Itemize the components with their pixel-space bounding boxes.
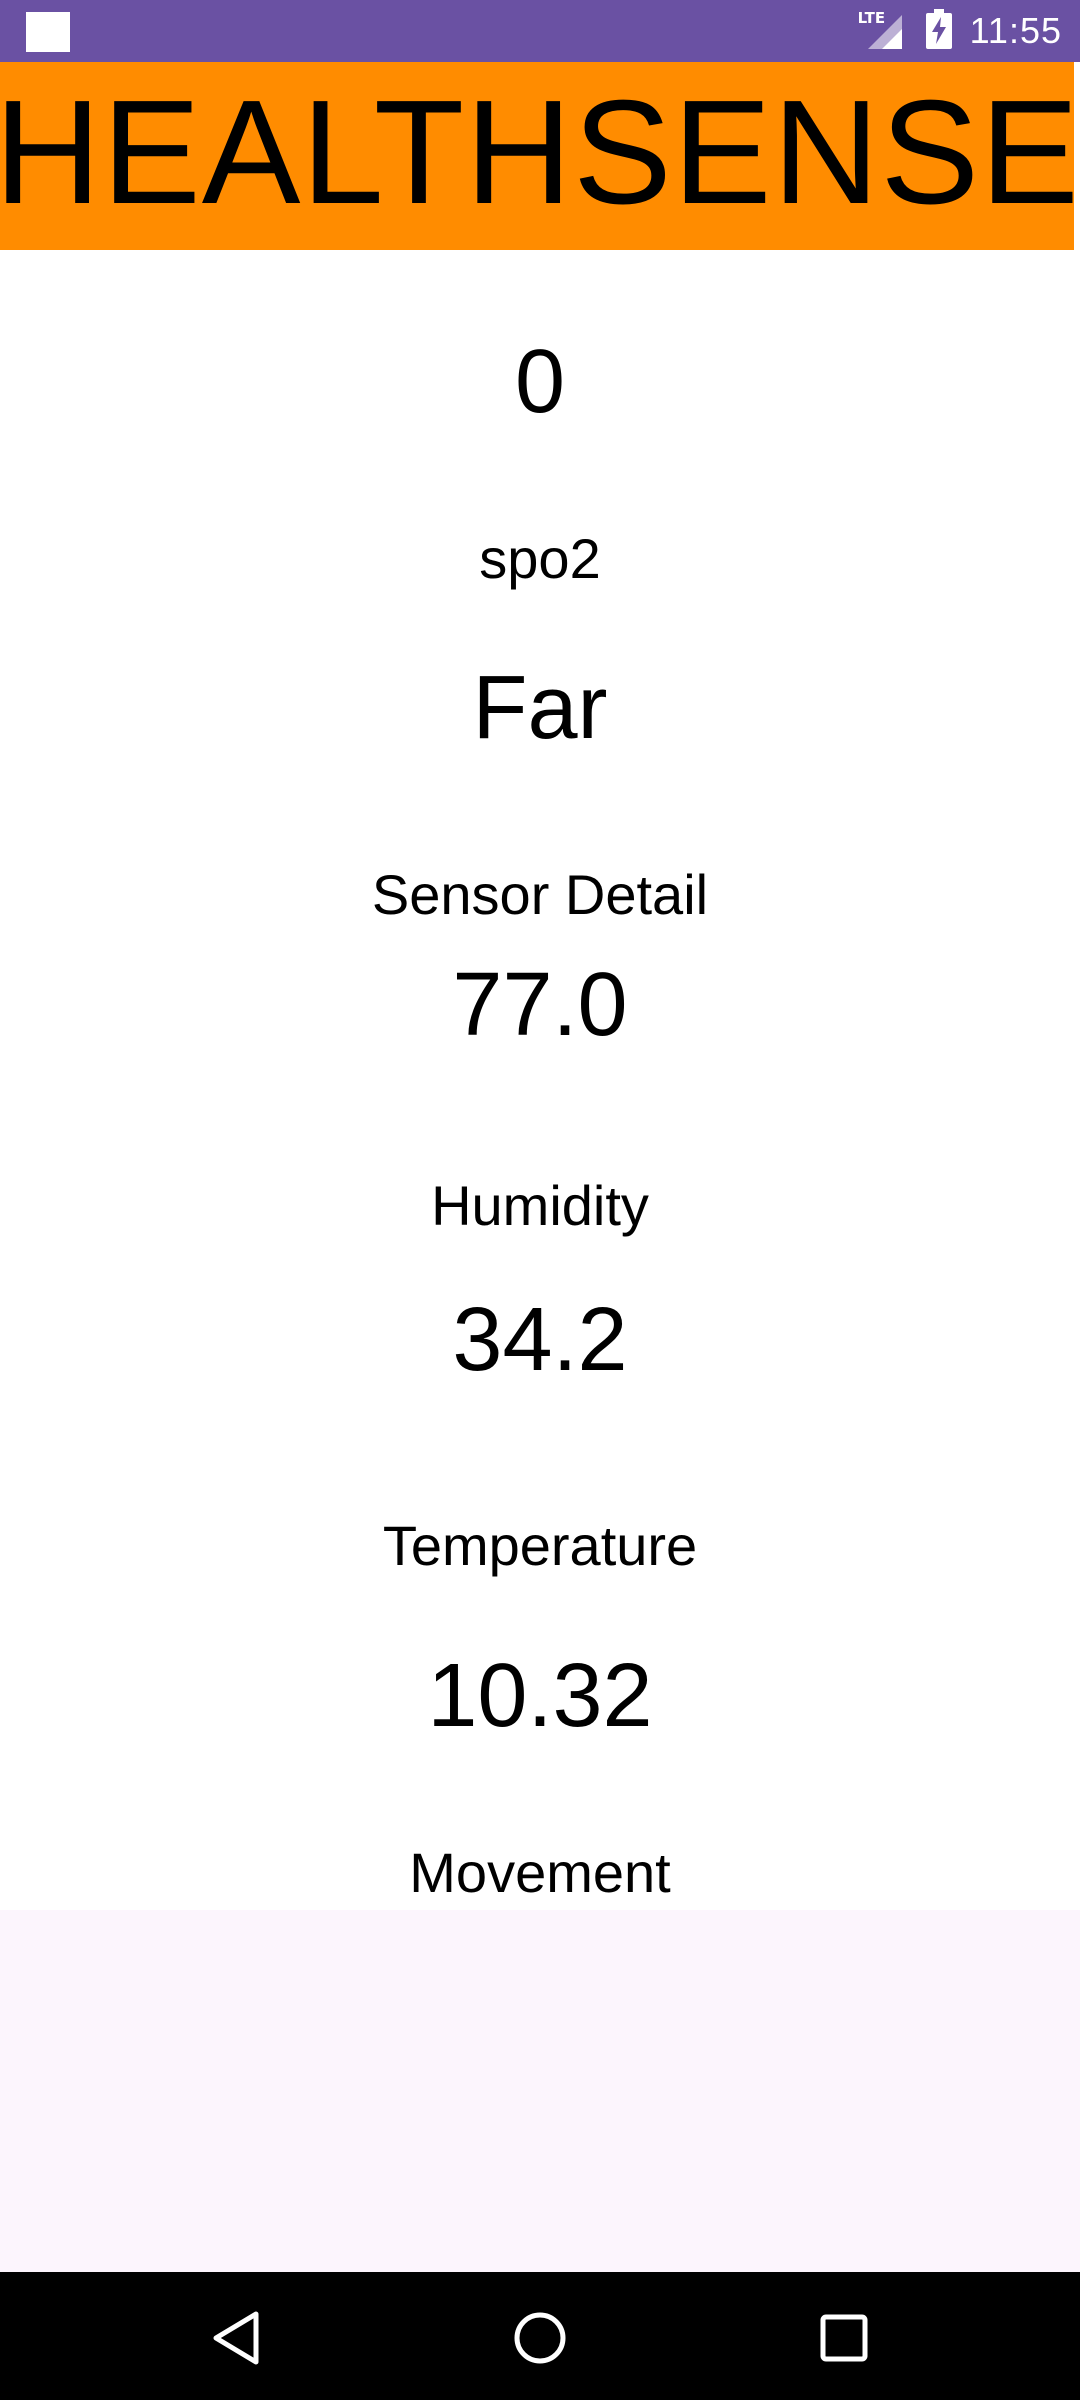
readings-list: 0 spo2 Far Sensor Detail 77.0 Humidity 3… [0,250,1080,1910]
temperature-value: 34.2 [452,1290,628,1390]
app-title: HEALTHSENSE [0,70,1080,235]
app-header: HEALTHSENSE [0,62,1079,250]
humidity-value: 77.0 [452,955,628,1055]
empty-area [0,1910,1080,2272]
sensor-detail-value: Far [472,658,608,758]
network-type-label: LTE [857,9,886,27]
temperature-label: Temperature [382,1514,698,1577]
recents-square-icon[interactable] [808,2302,880,2374]
notification-icon [26,12,70,52]
signal-icon: LTE [857,9,904,51]
humidity-label: Humidity [431,1174,649,1237]
back-triangle-icon[interactable] [200,2302,272,2374]
status-time: 11:55 [969,10,1062,51]
navigation-bar [0,2272,1080,2400]
sensor-detail-label: Sensor Detail [371,863,709,926]
home-circle-icon[interactable] [504,2302,576,2374]
spo2-label: spo2 [479,527,601,590]
movement-label: Movement [409,1841,671,1904]
spo2-value: 0 [514,332,566,432]
movement-value: 10.32 [427,1646,653,1746]
status-icons: LTE 11:55 [858,0,1062,62]
status-bar: LTE 11:55 [0,0,1080,62]
battery-charging-icon [925,9,952,53]
